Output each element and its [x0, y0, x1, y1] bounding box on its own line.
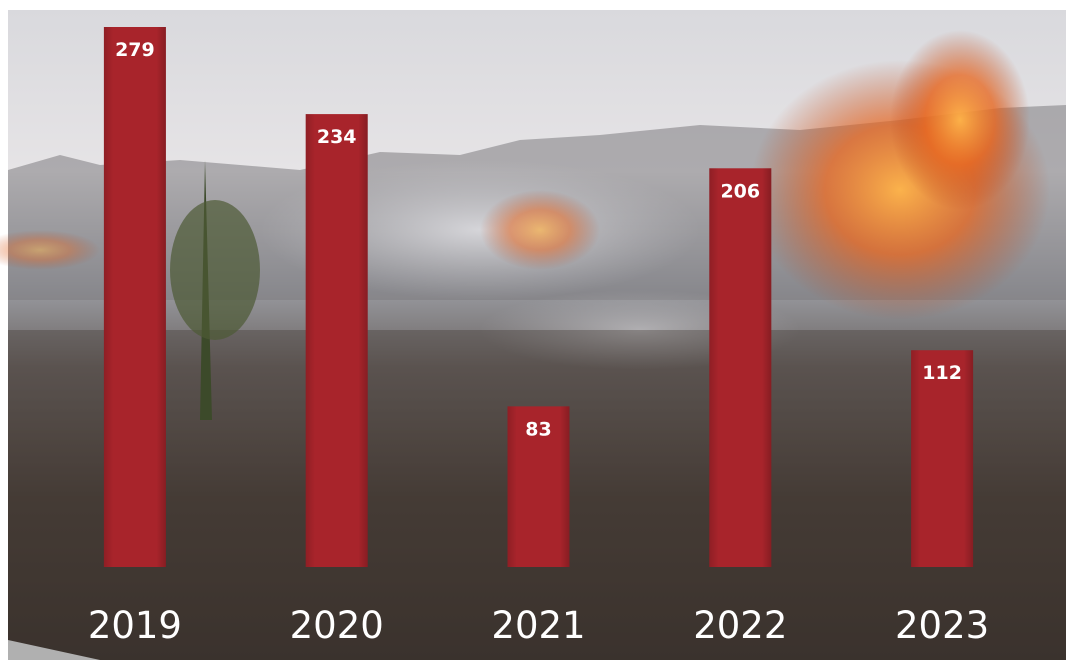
x-tick-label: 2019	[88, 604, 182, 647]
value-label: 279	[115, 39, 155, 61]
value-label: 234	[317, 126, 357, 148]
value-label: 112	[922, 362, 962, 384]
bar-shade	[103, 27, 166, 567]
x-tick-label: 2022	[693, 604, 787, 647]
bar-shade	[305, 114, 368, 567]
bar-shade	[911, 350, 974, 567]
value-label: 206	[720, 180, 760, 202]
x-tick-label: 2021	[491, 604, 585, 647]
x-tick-label: 2023	[895, 604, 989, 647]
x-tick-label: 2020	[290, 604, 384, 647]
bar-shade	[507, 406, 570, 567]
background-photo	[0, 10, 1066, 660]
value-label: 83	[525, 418, 551, 440]
bar-shade	[709, 168, 772, 567]
